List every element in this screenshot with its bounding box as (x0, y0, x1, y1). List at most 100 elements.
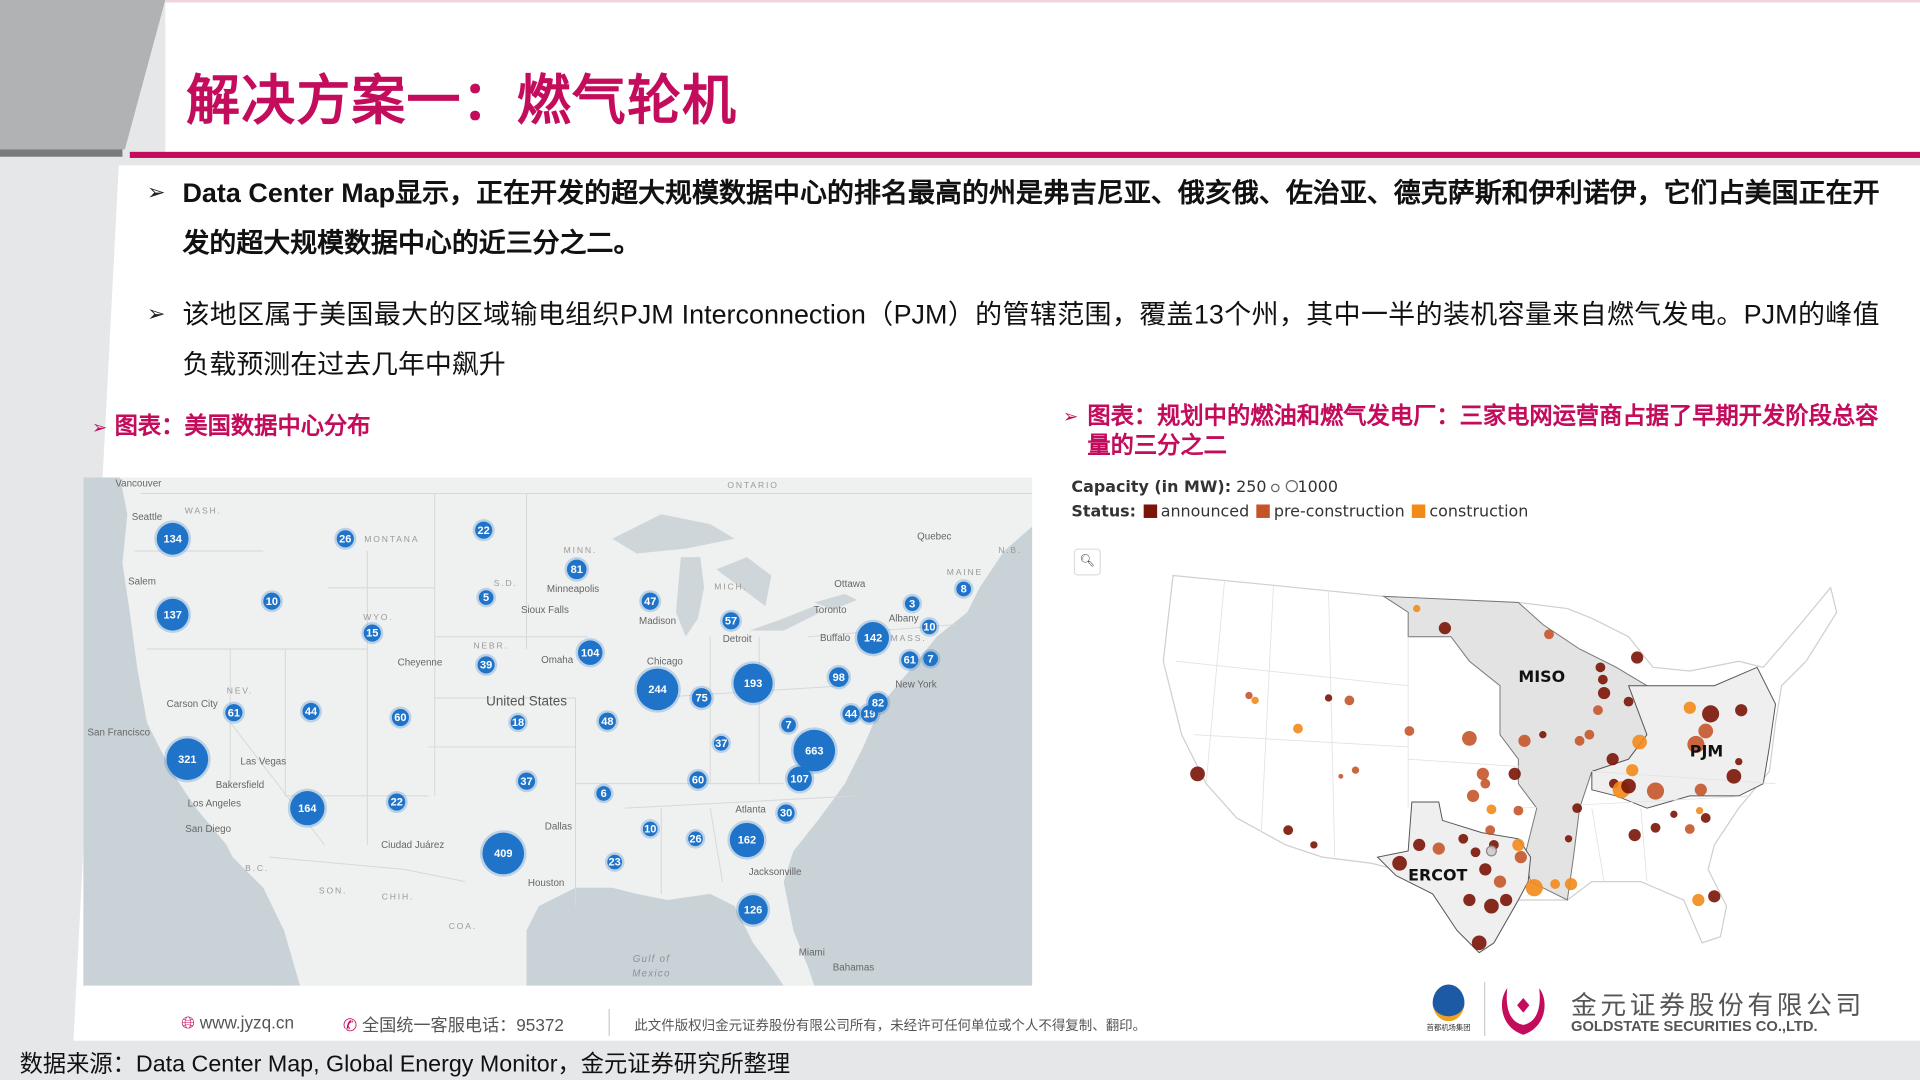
power-plant-dot[interactable] (1438, 622, 1452, 635)
cluster-bubble[interactable]: 107 (787, 766, 812, 792)
power-plant-dot[interactable] (1413, 838, 1426, 852)
power-plant-dot[interactable] (1344, 695, 1355, 706)
power-plant-dot[interactable] (1597, 686, 1611, 700)
cluster-bubble[interactable]: 26 (336, 530, 354, 548)
power-plant-dot[interactable] (1485, 845, 1497, 857)
power-plant-dot[interactable] (1574, 735, 1585, 746)
cluster-bubble[interactable]: 15 (363, 624, 381, 642)
power-plant-dot[interactable] (1485, 825, 1496, 836)
power-plant-dot[interactable] (1293, 723, 1303, 734)
cluster-bubble[interactable]: 5 (478, 590, 494, 605)
cluster-bubble[interactable]: 23 (607, 854, 623, 870)
power-plant-dot[interactable] (1726, 768, 1742, 784)
power-plant-dot[interactable] (1572, 803, 1583, 814)
power-plant-dot[interactable] (1692, 893, 1705, 907)
power-plant-dot[interactable] (1466, 789, 1480, 803)
power-plant-dot[interactable] (1650, 822, 1661, 833)
power-plant-dot[interactable] (1283, 825, 1294, 836)
power-plant-dot[interactable] (1564, 835, 1573, 843)
power-plant-dot[interactable] (1476, 767, 1489, 781)
cluster-bubble[interactable]: 193 (733, 663, 773, 703)
power-plant-dot[interactable] (1432, 842, 1445, 855)
power-plant-dot[interactable] (1646, 782, 1665, 800)
power-plant-dot[interactable] (1513, 805, 1524, 816)
cluster-bubble[interactable]: 44 (842, 705, 860, 723)
power-plant-dot[interactable] (1458, 833, 1469, 844)
power-plant-dot[interactable] (1687, 735, 1705, 754)
power-plant-dot[interactable] (1631, 651, 1644, 664)
power-plant-dot[interactable] (1245, 691, 1253, 700)
power-plant-dot[interactable] (1479, 863, 1492, 876)
cluster-bubble[interactable]: 60 (689, 771, 707, 789)
cluster-bubble[interactable]: 137 (156, 598, 189, 631)
cluster-bubble[interactable]: 47 (641, 592, 659, 610)
cluster-bubble[interactable]: 126 (738, 895, 768, 925)
cluster-bubble[interactable]: 134 (156, 522, 189, 555)
cluster-bubble[interactable]: 3 (904, 596, 920, 612)
cluster-bubble[interactable]: 39 (477, 656, 495, 674)
cluster-bubble[interactable]: 82 (868, 693, 888, 713)
cluster-bubble[interactable]: 663 (793, 729, 836, 772)
cluster-bubble[interactable]: 8 (956, 581, 972, 597)
power-plant-dot[interactable] (1595, 662, 1606, 673)
power-plant-dot[interactable] (1606, 753, 1619, 766)
cluster-bubble[interactable]: 60 (391, 708, 409, 727)
power-plant-dot[interactable] (1695, 806, 1704, 815)
cluster-bubble[interactable]: 321 (166, 738, 209, 781)
power-plant-dot[interactable] (1735, 757, 1743, 766)
power-plant-dot[interactable] (1525, 879, 1543, 897)
cluster-bubble[interactable]: 61 (901, 651, 919, 669)
power-plant-dot[interactable] (1564, 877, 1578, 891)
cluster-bubble[interactable]: 7 (781, 717, 796, 733)
power-plant-dot[interactable] (1470, 847, 1481, 858)
power-plant-dot[interactable] (1404, 726, 1415, 736)
power-plant-dot[interactable] (1471, 935, 1487, 951)
power-plant-dot[interactable] (1392, 855, 1407, 871)
power-plant-dot[interactable] (1493, 875, 1507, 888)
power-plant-dot[interactable] (1623, 696, 1634, 707)
power-plant-dot[interactable] (1584, 729, 1595, 740)
cluster-bubble[interactable]: 44 (302, 702, 320, 721)
power-plant-dot[interactable] (1628, 828, 1641, 842)
cluster-bubble[interactable]: 22 (388, 793, 406, 811)
power-plant-dot[interactable] (1190, 766, 1205, 782)
power-plant-dot[interactable] (1632, 734, 1647, 750)
power-plant-dot[interactable] (1251, 696, 1259, 705)
power-plant-dot[interactable] (1413, 604, 1421, 613)
cluster-bubble[interactable]: 26 (688, 831, 703, 847)
cluster-bubble[interactable]: 81 (566, 559, 587, 580)
power-plant-dot[interactable] (1324, 694, 1333, 702)
power-plant-dot[interactable] (1708, 890, 1721, 903)
power-plant-dot[interactable] (1735, 704, 1748, 717)
power-plant-dot[interactable] (1702, 705, 1720, 723)
cluster-bubble[interactable]: 37 (517, 772, 536, 790)
cluster-bubble[interactable]: 48 (598, 712, 616, 730)
cluster-bubble[interactable]: 7 (923, 651, 938, 667)
power-plant-dot[interactable] (1310, 841, 1318, 849)
cluster-bubble[interactable]: 10 (922, 619, 937, 635)
power-plant-dot[interactable] (1683, 701, 1696, 714)
power-plant-dot[interactable] (1463, 893, 1476, 907)
power-plant-dot[interactable] (1593, 705, 1603, 716)
power-plant-dot[interactable] (1700, 813, 1711, 823)
power-plant-dot[interactable] (1512, 838, 1525, 852)
power-plant-dot[interactable] (1462, 731, 1477, 746)
power-plant-dot[interactable] (1338, 773, 1344, 779)
power-plant-dot[interactable] (1621, 778, 1636, 794)
cluster-bubble[interactable]: 22 (475, 521, 493, 539)
cluster-bubble[interactable]: 162 (729, 822, 765, 858)
power-plant-dot[interactable] (1351, 766, 1360, 774)
power-plant-dot[interactable] (1486, 804, 1497, 815)
power-plant-dot[interactable] (1626, 764, 1639, 777)
power-plant-dot[interactable] (1514, 851, 1527, 864)
cluster-bubble[interactable]: 409 (482, 832, 525, 875)
website-link[interactable]: 🌐︎ www.jyzq.cn (181, 1013, 294, 1034)
power-plant-dot[interactable] (1550, 879, 1561, 889)
power-plant-dot[interactable] (1694, 783, 1707, 796)
cluster-bubble[interactable]: 244 (636, 668, 679, 711)
cluster-bubble[interactable]: 30 (777, 804, 795, 822)
cluster-bubble[interactable]: 104 (577, 640, 603, 665)
cluster-bubble[interactable]: 98 (828, 667, 849, 687)
power-plant-dot[interactable] (1480, 778, 1491, 789)
cluster-bubble[interactable]: 6 (596, 786, 612, 801)
